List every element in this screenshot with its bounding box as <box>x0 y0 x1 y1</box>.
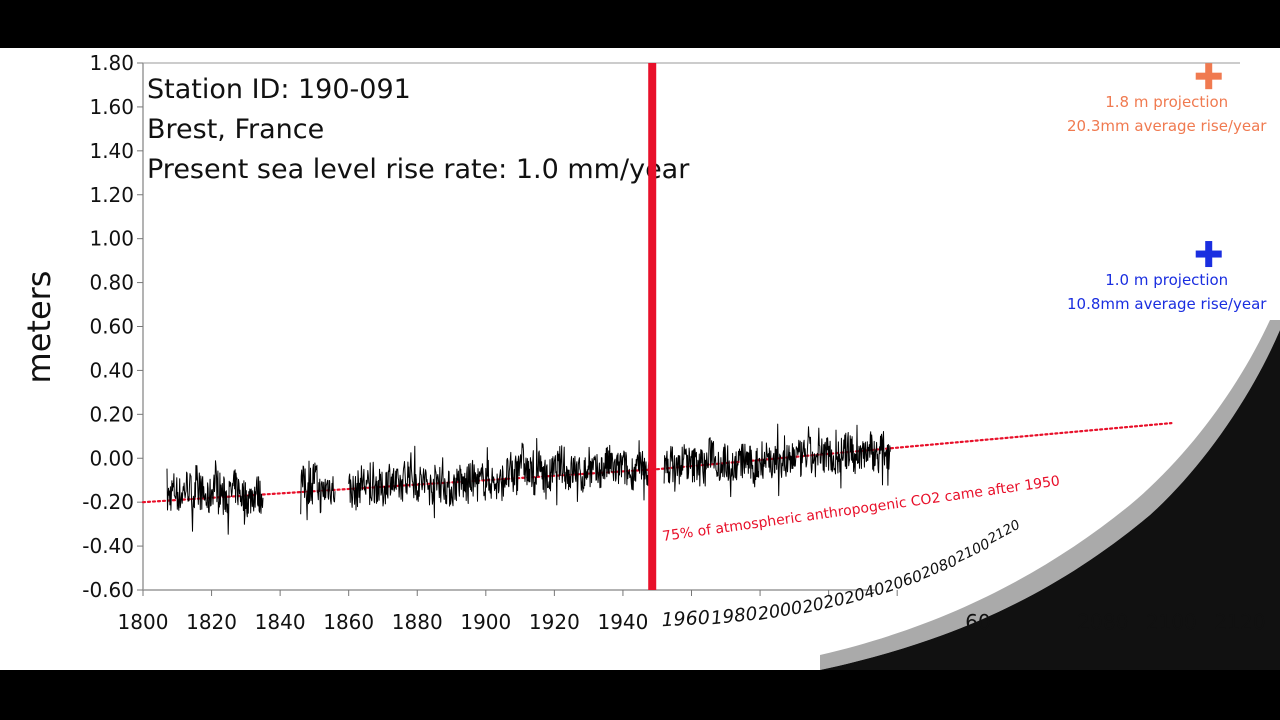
projection-title: 1.8 m projection <box>1105 93 1228 111</box>
sea-level-series <box>166 423 891 535</box>
series-segment <box>348 438 651 519</box>
rise-rate-text: Present sea level rise rate: 1.0 mm/year <box>147 154 690 185</box>
projections: 1.8 m projection 20.3mm average rise/year… <box>1067 63 1267 313</box>
x-tick-label: 1920 <box>529 610 580 634</box>
y-tick-label: 1.00 <box>89 227 134 251</box>
curled-x-tick-label: 1960 <box>661 607 710 632</box>
x-tick-label: 2120 <box>1215 610 1266 634</box>
y-tick-label: 1.40 <box>89 139 134 163</box>
x-tick-label: 2080 <box>1077 610 1128 634</box>
trend-dotted-line <box>141 422 1173 504</box>
y-axis-ticks: -0.60 -0.40 -0.20 0.00 0.20 0.40 0.60 0.80 1.00 1… <box>82 51 143 602</box>
series-segment <box>300 460 336 521</box>
projection-rate: 10.8mm average rise/year <box>1067 295 1267 313</box>
station-info: Station ID: 190-091 Brest, France Presen… <box>147 74 690 185</box>
x-tick-label: 1840 <box>255 610 306 634</box>
x-tick-label: 1860 <box>323 610 374 634</box>
station-location-text: Brest, France <box>147 114 324 145</box>
y-tick-label: 0.60 <box>89 315 134 339</box>
y-tick-label: 1.60 <box>89 95 134 119</box>
y-tick-label: 0.40 <box>89 358 134 382</box>
bottom-letterbox <box>0 670 1280 720</box>
series-segment <box>663 423 891 498</box>
y-tick-label: 0.00 <box>89 446 134 470</box>
x-tick-label: 1800 <box>118 610 169 634</box>
y-tick-label: -0.60 <box>82 578 134 602</box>
trend-line <box>141 422 1173 504</box>
y-axis-label: meters <box>20 271 58 384</box>
y-tick-label: -0.20 <box>82 490 134 514</box>
y-tick-label: 1.20 <box>89 183 134 207</box>
plus-icon <box>1205 63 1213 90</box>
x-tick-label: 1900 <box>460 610 511 634</box>
y-tick-label: 0.20 <box>89 402 134 426</box>
y-tick-label: -0.40 <box>82 534 134 558</box>
projection-group: 1.8 m projection 20.3mm average rise/year <box>1067 63 1267 135</box>
y-tick-label: 0.80 <box>89 271 134 295</box>
series-segment <box>166 460 264 535</box>
x-tick-label-partial: 60 <box>965 610 990 634</box>
x-tick-label: 2100 <box>1146 610 1197 634</box>
projection-title: 1.0 m projection <box>1105 271 1228 289</box>
page-curl-shadow <box>820 330 1280 670</box>
x-axis-ticks: 1800 1820 1840 1860 1880 1900 1920 1940 2080 2100… <box>118 590 1266 634</box>
station-id-text: Station ID: 190-091 <box>147 74 411 105</box>
x-tick-label: 1940 <box>597 610 648 634</box>
x-tick-label: 1820 <box>186 610 237 634</box>
projection-group: 1.0 m projection 10.8mm average rise/year <box>1067 241 1267 313</box>
y-tick-label: 1.80 <box>89 51 134 75</box>
x-tick-label: 1880 <box>392 610 443 634</box>
plus-icon <box>1205 241 1213 268</box>
projection-rate: 20.3mm average rise/year <box>1067 117 1267 135</box>
curled-x-tick-label: 1980 <box>710 603 759 629</box>
top-letterbox <box>0 0 1280 48</box>
